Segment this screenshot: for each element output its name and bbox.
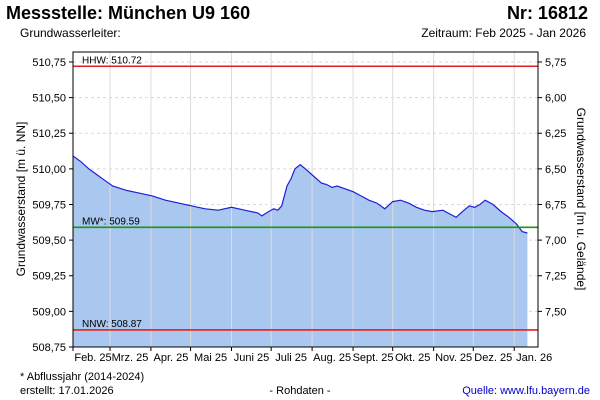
x-tick-label-10: Dez. 25 <box>474 352 512 364</box>
y-right-tick-label-0: 5,75 <box>545 57 566 69</box>
right-axis-ticks: 5,75 6,00 6,25 6,50 6,75 7,00 7,25 7,50 <box>538 57 566 318</box>
created-date: erstellt: 17.01.2026 <box>20 385 114 397</box>
y-left-tick-label-6: 509,25 <box>32 271 66 283</box>
y-right-tick-label-2: 6,25 <box>545 128 566 140</box>
reference-label-1: MW*: 509.59 <box>82 216 140 227</box>
y-left-tick-label-5: 509,50 <box>32 235 66 247</box>
reference-label-0: HHW: 510.72 <box>82 55 142 66</box>
x-tick-label-11: Jan. 26 <box>516 352 552 364</box>
y-right-tick-label-4: 6,75 <box>545 199 566 211</box>
y-left-tick-label-3: 510,00 <box>32 164 66 176</box>
x-tick-label-5: Juli 25 <box>275 352 307 364</box>
footnote: * Abflussjahr (2014-2024) <box>20 371 145 383</box>
y-axis-left-title: Grundwasserstand [m ü. NN] <box>14 122 28 277</box>
y-right-tick-label-1: 6,00 <box>545 93 566 105</box>
level-line <box>72 155 528 234</box>
y-right-tick-label-3: 6,50 <box>545 164 566 176</box>
page-title: Messstelle: München U9 160 <box>6 3 251 23</box>
y-right-tick-label-6: 7,25 <box>545 271 566 283</box>
aquifer-label: Grundwasserleiter: <box>20 26 121 40</box>
y-left-tick-label-8: 508,75 <box>32 342 66 354</box>
y-axis-right-title: Grundwasserstand [m u. Gelände] <box>574 108 588 291</box>
x-tick-label-3: Mai 25 <box>194 352 227 364</box>
y-left-tick-label-7: 509,00 <box>32 306 66 318</box>
y-left-tick-label-2: 510,25 <box>32 128 66 140</box>
x-tick-label-4: Juni 25 <box>234 352 269 364</box>
period-label: Zeitraum: Feb 2025 - Jan 2026 <box>421 26 586 40</box>
y-left-tick-label-4: 509,75 <box>32 199 66 211</box>
x-tick-label-9: Nov. 25 <box>435 352 472 364</box>
reference-label-2: NNW: 508.87 <box>82 319 142 330</box>
x-tick-label-8: Okt. 25 <box>395 352 430 364</box>
y-left-tick-label-0: 510,75 <box>32 57 66 69</box>
source-link[interactable]: Quelle: www.lfu.bayern.de <box>462 385 590 397</box>
x-tick-label-1: Mrz. 25 <box>112 352 149 364</box>
left-axis-ticks: 510,75 510,50 510,25 510,00 509,75 509,50 509,… <box>32 57 73 354</box>
y-right-tick-label-5: 7,00 <box>545 235 566 247</box>
y-right-tick-label-7: 7,50 <box>545 306 566 318</box>
plot-frame <box>72 51 539 348</box>
x-axis-ticks: Feb. 25 Mrz. 25 Apr. 25 Mai 25 Juni 25 Juli 2… <box>72 347 552 364</box>
x-tick-label-2: Apr. 25 <box>154 352 189 364</box>
station-number: Nr: 16812 <box>506 3 588 23</box>
x-tick-label-7: Sept. 25 <box>353 352 394 364</box>
rawdata-label: - Rohdaten - <box>269 385 331 397</box>
level-area <box>73 156 528 347</box>
x-tick-label-0: Feb. 25 <box>74 352 111 364</box>
y-left-tick-label-1: 510,50 <box>32 93 66 105</box>
reference-lines: HHW: 510.72 MW*: 509.59 NNW: 508.87 <box>73 55 538 331</box>
x-tick-label-6: Aug. 25 <box>313 352 351 364</box>
